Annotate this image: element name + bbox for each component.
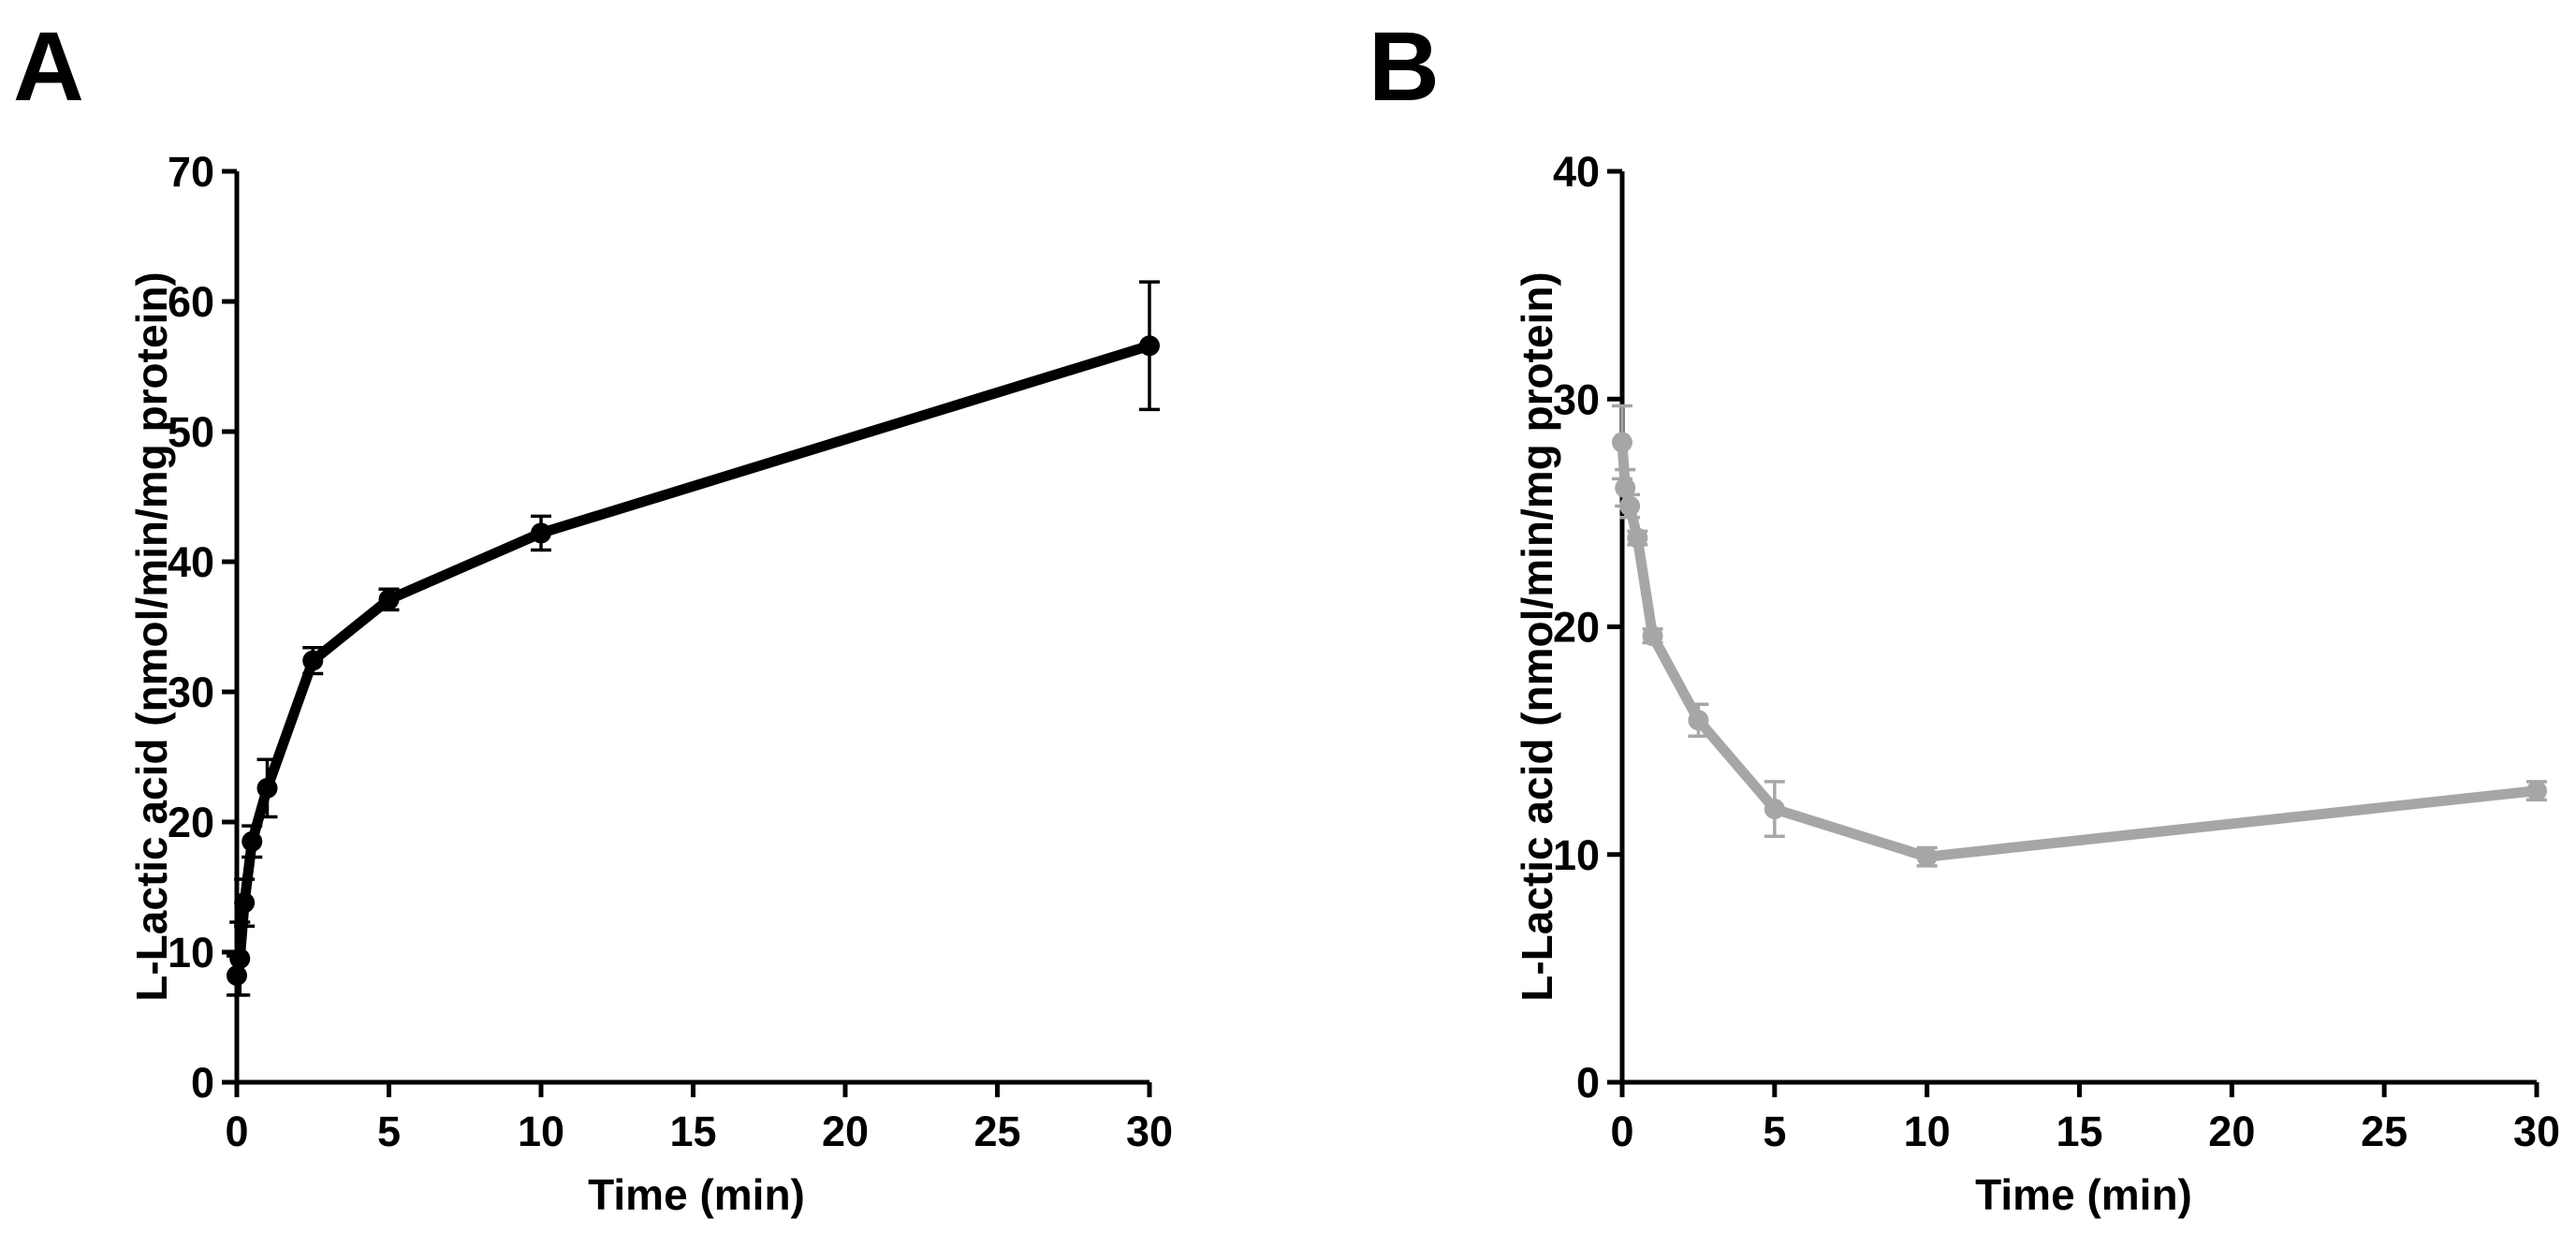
panel-b-data-point <box>1612 432 1632 453</box>
panel-b-data-point <box>2526 780 2547 801</box>
panel-a-x-tick-label: 20 <box>822 1108 869 1155</box>
panel-a-x-tick-label: 0 <box>225 1108 248 1155</box>
panel-b-data-point <box>1688 710 1709 731</box>
panel-b-x-tick-label: 5 <box>1763 1108 1786 1155</box>
panel-a-letter: A <box>13 12 84 122</box>
panel-a-x-tick-label: 30 <box>1126 1108 1173 1155</box>
panel-a-x-tick-label: 15 <box>669 1108 716 1155</box>
panel-a-y-tick-label: 10 <box>168 929 214 976</box>
panel-a-data-point <box>1139 335 1160 357</box>
panel-a-y-tick-label: 0 <box>191 1059 214 1107</box>
panel-a-y-tick-label: 20 <box>168 799 214 846</box>
panel-a-data-point <box>378 589 400 610</box>
panel-b-data-point <box>1916 846 1938 868</box>
panel-a-y-tick-label: 50 <box>168 408 214 456</box>
panel-b-x-tick-label: 25 <box>2361 1108 2408 1155</box>
panel-a-x-tick-label: 25 <box>973 1108 1020 1155</box>
panel-a: A 0 10 20 30 40 50 60 70 0 5 10 15 20 25 30 Time (min)… <box>13 12 1173 1219</box>
panel-a-data-point <box>234 892 256 914</box>
panel-a-x-axis-title: Time (min) <box>588 1170 805 1219</box>
panel-b-x-axis-title: Time (min) <box>1975 1170 2192 1219</box>
panel-a-data-point <box>227 965 247 987</box>
panel-a-data-point <box>302 650 324 671</box>
panel-a-data-point <box>242 830 263 852</box>
panel-b-y-tick-label: 0 <box>1576 1059 1600 1107</box>
panel-a-y-tick-label: 40 <box>168 538 214 586</box>
panel-a-plot: 0 10 20 30 40 50 60 70 0 5 10 15 20 25 30 <box>168 148 1173 1155</box>
panel-a-x-tick-label: 5 <box>377 1108 401 1155</box>
panel-b-letter: B <box>1368 12 1440 122</box>
panel-b-x-tick-label: 20 <box>2208 1108 2255 1155</box>
panel-a-data-point <box>531 522 551 544</box>
panel-b-data-point <box>1764 799 1785 820</box>
panel-a-y-tick-label: 30 <box>168 668 214 716</box>
panel-a-y-tick-label: 70 <box>168 148 214 196</box>
panel-b-y-axis-title: L-Lactic acid (nmol/min/mg protein) <box>1513 272 1561 1001</box>
panel-b-plot: 0 10 20 30 40 0 5 10 15 20 25 30 <box>1553 148 2560 1155</box>
panel-a-data-point <box>229 947 251 969</box>
panel-a-y-axis-title: L-Lactic acid (nmol/min/mg protein) <box>127 272 176 1001</box>
panel-b-series-line <box>1617 437 2542 862</box>
panel-a-series-line <box>231 340 1155 981</box>
panel-b-x-tick-label: 10 <box>1904 1108 1951 1155</box>
panel-b-x-tick-label: 30 <box>2513 1108 2560 1155</box>
panel-a-x-tick-label: 10 <box>518 1108 564 1155</box>
panel-b-data-point <box>1642 625 1663 647</box>
panel-b-y-tick-label: 10 <box>1553 831 1600 879</box>
panel-b: B 0 10 20 30 40 0 5 10 15 20 25 30 Time (min) L-Lac… <box>1368 12 2560 1219</box>
panel-b-x-tick-label: 15 <box>2056 1108 2102 1155</box>
panel-a-y-tick-label: 60 <box>168 278 214 326</box>
panel-b-data-point <box>1627 527 1648 549</box>
panel-b-x-tick-label: 0 <box>1610 1108 1633 1155</box>
panel-b-y-tick-label: 30 <box>1553 375 1600 423</box>
panel-b-data-point <box>1619 495 1641 517</box>
panel-b-y-tick-label: 40 <box>1553 148 1600 196</box>
panel-b-data-point <box>1615 477 1636 499</box>
panel-b-y-tick-label: 20 <box>1553 604 1600 652</box>
panel-a-data-point <box>256 777 278 799</box>
